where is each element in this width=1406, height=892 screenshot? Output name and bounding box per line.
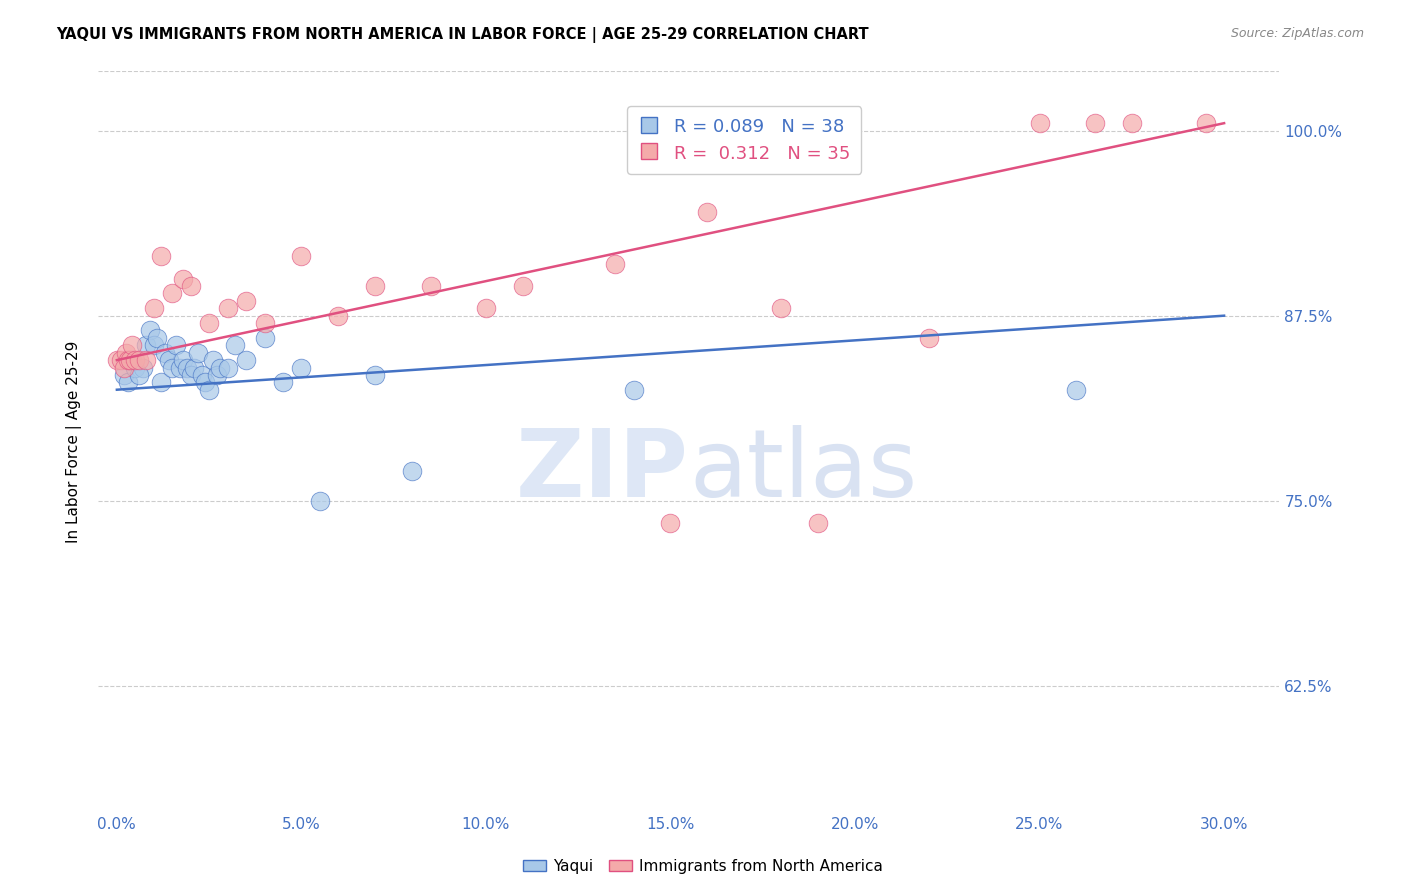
Point bbox=[176, 360, 198, 375]
Point bbox=[162, 360, 183, 375]
Point bbox=[659, 516, 682, 530]
Point bbox=[201, 353, 224, 368]
Point bbox=[224, 338, 246, 352]
Point bbox=[187, 345, 209, 359]
Point bbox=[169, 360, 191, 375]
Point bbox=[150, 376, 173, 390]
Point bbox=[118, 353, 141, 368]
Point bbox=[209, 360, 232, 375]
Text: YAQUI VS IMMIGRANTS FROM NORTH AMERICA IN LABOR FORCE | AGE 25-29 CORRELATION CH: YAQUI VS IMMIGRANTS FROM NORTH AMERICA I… bbox=[56, 27, 869, 43]
Point bbox=[128, 368, 150, 382]
Point bbox=[110, 353, 132, 368]
Point bbox=[623, 383, 645, 397]
Point bbox=[217, 360, 239, 375]
Point bbox=[364, 368, 387, 382]
Point bbox=[172, 271, 194, 285]
Y-axis label: In Labor Force | Age 25-29: In Labor Force | Age 25-29 bbox=[66, 341, 83, 542]
Point bbox=[1066, 383, 1088, 397]
Point bbox=[1084, 116, 1107, 130]
Point bbox=[112, 360, 135, 375]
Point bbox=[146, 331, 169, 345]
Point bbox=[217, 301, 239, 316]
Legend: Yaqui, Immigrants from North America: Yaqui, Immigrants from North America bbox=[516, 853, 890, 880]
Point bbox=[153, 345, 176, 359]
Point bbox=[172, 353, 194, 368]
Point bbox=[235, 353, 257, 368]
Text: Source: ZipAtlas.com: Source: ZipAtlas.com bbox=[1230, 27, 1364, 40]
Point bbox=[309, 493, 332, 508]
Point bbox=[770, 301, 793, 316]
Point bbox=[183, 360, 205, 375]
Point bbox=[117, 376, 139, 390]
Point bbox=[105, 353, 128, 368]
Point bbox=[205, 368, 228, 382]
Point bbox=[121, 353, 143, 368]
Point bbox=[290, 250, 312, 264]
Point bbox=[165, 338, 187, 352]
Point bbox=[290, 360, 312, 375]
Point bbox=[419, 279, 441, 293]
Point bbox=[132, 360, 155, 375]
Point bbox=[198, 383, 221, 397]
Point bbox=[124, 353, 146, 368]
Point bbox=[180, 368, 202, 382]
Point bbox=[150, 250, 173, 264]
Point bbox=[1121, 116, 1143, 130]
Point bbox=[180, 279, 202, 293]
Point bbox=[124, 360, 146, 375]
Point bbox=[135, 353, 157, 368]
Point bbox=[1028, 116, 1050, 130]
Point bbox=[253, 316, 276, 330]
Point bbox=[696, 205, 718, 219]
Point bbox=[328, 309, 350, 323]
Point bbox=[194, 376, 217, 390]
Point bbox=[475, 301, 498, 316]
Point bbox=[162, 286, 183, 301]
Point bbox=[271, 376, 294, 390]
Point bbox=[198, 316, 221, 330]
Point bbox=[115, 345, 138, 359]
Point bbox=[142, 338, 165, 352]
Point bbox=[135, 338, 157, 352]
Point bbox=[128, 353, 150, 368]
Point bbox=[605, 257, 627, 271]
Point bbox=[235, 293, 257, 308]
Point bbox=[807, 516, 830, 530]
Point bbox=[112, 368, 135, 382]
Point bbox=[401, 464, 423, 478]
Point bbox=[364, 279, 387, 293]
Point bbox=[142, 301, 165, 316]
Point bbox=[191, 368, 214, 382]
Point bbox=[253, 331, 276, 345]
Text: atlas: atlas bbox=[689, 425, 917, 517]
Point bbox=[139, 324, 162, 338]
Point bbox=[157, 353, 180, 368]
Text: ZIP: ZIP bbox=[516, 425, 689, 517]
Point bbox=[121, 338, 143, 352]
Point bbox=[1195, 116, 1218, 130]
Point bbox=[512, 279, 534, 293]
Point bbox=[117, 353, 139, 368]
Point bbox=[918, 331, 941, 345]
Legend: R = 0.089   N = 38, R =  0.312   N = 35: R = 0.089 N = 38, R = 0.312 N = 35 bbox=[627, 106, 862, 174]
